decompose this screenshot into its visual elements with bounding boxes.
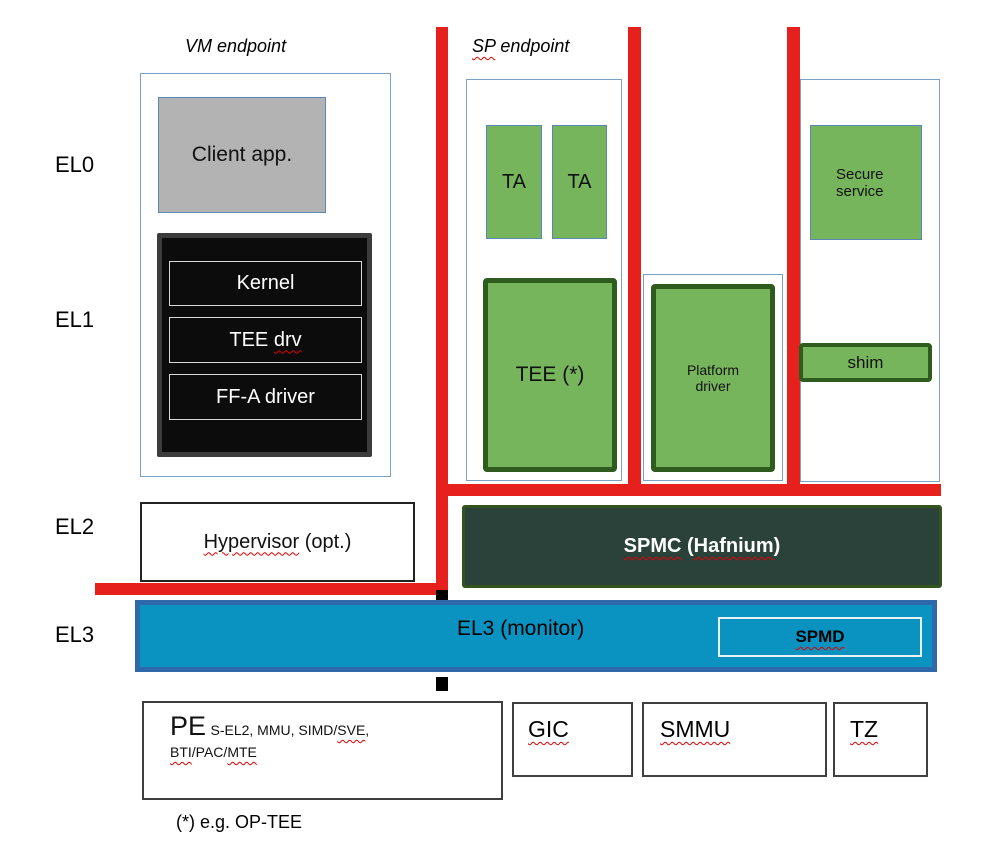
client-app-label: Client app. xyxy=(191,143,293,166)
black-junction-marker-1 xyxy=(436,590,448,601)
pe-features-line1: S-EL2, MMU, SIMD/SVE, xyxy=(210,722,370,738)
sp-endpoint-title-word2: endpoint xyxy=(495,36,570,56)
red-boundary-horizontal-el2-el3 xyxy=(95,583,438,595)
shim-label: shim xyxy=(847,352,884,372)
ffa-driver-box: FF-A driver xyxy=(169,374,362,420)
secure-service-box: Secure service xyxy=(810,125,922,240)
red-boundary-vertical-2 xyxy=(628,27,641,496)
black-junction-marker-2 xyxy=(436,677,448,691)
sp-endpoint-title-word1: SP xyxy=(472,36,496,56)
smmu-label: SMMU xyxy=(660,716,731,742)
pe-box: PE S-EL2, MMU, SIMD/SVE, BTI/PAC/MTE xyxy=(142,701,503,800)
tee-drv-label: TEE drv xyxy=(229,328,302,351)
secure-service-label: Secure service xyxy=(836,165,884,200)
pe-features-line2: BTI/PAC/MTE xyxy=(170,744,257,760)
ta-box-2: TA xyxy=(552,125,607,239)
platform-driver-box: Platform driver xyxy=(651,284,775,472)
el3-monitor-label: EL3 (monitor) xyxy=(457,617,585,640)
red-boundary-horizontal-el1-el2 xyxy=(448,484,941,496)
spmc-label: SPMC (Hafnium) xyxy=(623,535,781,557)
gic-box: GIC xyxy=(512,702,633,777)
tz-box: TZ xyxy=(833,702,928,777)
hypervisor-label: Hypervisor (opt.) xyxy=(203,530,352,553)
el0-label: EL0 xyxy=(55,152,95,177)
ffa-driver-label: FF-A driver xyxy=(216,385,315,408)
el3-label: EL3 xyxy=(55,622,95,647)
el1-label: EL1 xyxy=(55,307,95,332)
sp-endpoint-title: SP endpoint xyxy=(472,36,569,57)
footnote-optee: (*) e.g. OP-TEE xyxy=(176,812,303,832)
tee-drv-box: TEE drv xyxy=(169,317,362,363)
spmd-box: SPMD xyxy=(718,617,922,657)
ta-2-label: TA xyxy=(567,170,592,193)
vm-endpoint-title: VM endpoint xyxy=(185,36,287,56)
smmu-box: SMMU xyxy=(642,702,827,777)
tz-label: TZ xyxy=(850,716,879,742)
kernel-label: Kernel xyxy=(236,272,295,294)
gic-label: GIC xyxy=(528,716,569,742)
hypervisor-box: Hypervisor (opt.) xyxy=(140,502,415,582)
ta-box-1: TA xyxy=(486,125,542,239)
platform-driver-label: Platform driver xyxy=(686,362,740,394)
spmc-box: SPMC (Hafnium) xyxy=(462,505,942,588)
client-app-box: Client app. xyxy=(158,97,326,213)
pe-line1: PE S-EL2, MMU, SIMD/SVE, xyxy=(170,711,491,742)
kernel-box: Kernel xyxy=(169,261,362,306)
pe-title: PE xyxy=(170,711,207,741)
tee-label: TEE (*) xyxy=(515,363,585,386)
shim-box: shim xyxy=(799,343,932,382)
tee-box: TEE (*) xyxy=(483,278,617,472)
ta-1-label: TA xyxy=(501,170,527,193)
red-boundary-vertical-3 xyxy=(787,27,800,496)
red-boundary-vertical-1 xyxy=(436,27,448,594)
spmd-label: SPMD xyxy=(795,627,845,646)
el2-label: EL2 xyxy=(55,514,95,539)
